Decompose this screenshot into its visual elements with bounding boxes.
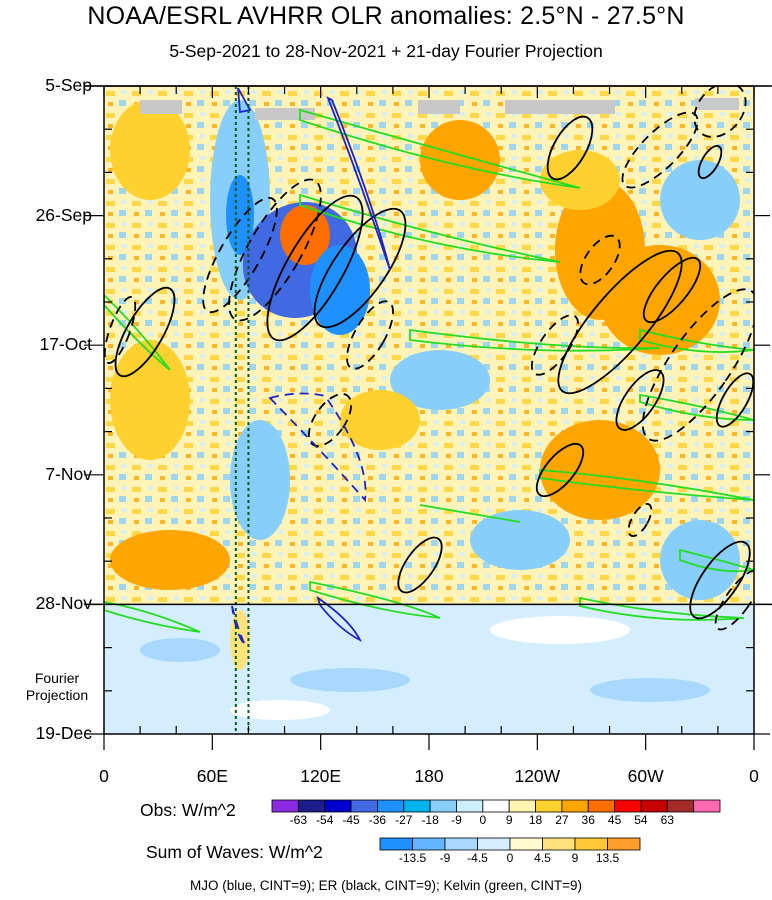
colorbar-tick-label: 18 xyxy=(528,813,543,827)
y-tick-label: 5-Sep xyxy=(45,75,92,95)
colorbar-tick-label: 0 xyxy=(506,851,514,865)
fp-line-2: Projection xyxy=(25,687,89,703)
colorbar-swatch xyxy=(587,799,615,813)
colorbar-swatch xyxy=(640,799,668,813)
colorbar-swatch xyxy=(297,799,326,813)
x-tick-label: 60W xyxy=(627,766,664,786)
colorbar-swatch xyxy=(477,837,511,851)
er-wave-contours-negative xyxy=(104,86,754,631)
colorbar-swatch xyxy=(535,799,563,813)
chart-title: NOAA/ESRL AVHRR OLR anomalies: 2.5°N - 2… xyxy=(87,2,685,30)
colorbar-tick-label: -9 xyxy=(451,813,462,827)
colorbar-tick-label: 54 xyxy=(634,813,648,827)
obs-colorbar-title: Obs: W/m^2 xyxy=(140,800,236,820)
colorbar-tick-label: -18 xyxy=(421,813,439,827)
colorbar-tick-label: 63 xyxy=(660,813,674,827)
colorbar-swatch xyxy=(379,837,413,851)
x-tick-label: 180 xyxy=(414,766,444,786)
colorbar-tick-label: -45 xyxy=(342,813,360,827)
y-tick-label: 26-Sep xyxy=(35,204,92,225)
waves-colorbar xyxy=(379,837,641,851)
colorbar-tick-label: 0 xyxy=(479,813,487,827)
colorbar-swatch xyxy=(456,799,484,813)
colorbar-swatch xyxy=(666,799,695,813)
colorbar-swatch xyxy=(429,799,457,813)
projection-patches xyxy=(140,610,710,720)
colorbar-swatch xyxy=(482,799,510,813)
waves-colorbar-title: Sum of Waves: W/m^2 xyxy=(146,842,323,862)
colorbar-tick-label: 36 xyxy=(581,813,595,827)
colorbar-swatch xyxy=(444,837,478,851)
colorbar-tick-label: -27 xyxy=(395,813,413,827)
colorbar-swatch xyxy=(574,837,608,851)
colorbar-tick-label: -36 xyxy=(368,813,387,827)
colorbar-tick-label: 9 xyxy=(505,813,513,827)
mjo-wave-contours-negative xyxy=(231,392,367,646)
y-tick-label: 19-Dec xyxy=(35,723,92,743)
fourier-projection-label: Fourier Projection xyxy=(14,670,100,704)
colorbar-tick-label: -54 xyxy=(316,813,334,827)
colorbar-swatch xyxy=(412,837,446,851)
colorbar-swatch xyxy=(403,799,431,813)
colorbar-swatch xyxy=(542,837,576,851)
colorbar-swatch xyxy=(377,799,405,813)
colorbar-swatch xyxy=(509,837,543,851)
colorbar-swatch xyxy=(561,799,589,813)
x-tick-label: 120W xyxy=(514,766,561,786)
projection-field xyxy=(104,604,754,734)
colorbar-swatch xyxy=(350,799,378,813)
x-tick-label: 60E xyxy=(196,766,228,786)
colorbar-swatch xyxy=(607,837,641,851)
chart-caption: MJO (blue, CINT=9); ER (black, CINT=9); … xyxy=(190,878,582,893)
kelvin-wave-contours xyxy=(104,108,754,633)
axis-ticks xyxy=(84,85,770,750)
colorbar-swatch xyxy=(324,799,352,813)
fp-line-1: Fourier xyxy=(34,670,80,686)
colorbar-tick-label: 13.5 xyxy=(595,851,620,865)
reference-lines xyxy=(234,86,250,734)
mjo-wave-contours xyxy=(237,87,391,643)
y-tick-label: 7-Nov xyxy=(45,463,92,484)
x-tick-label: 0 xyxy=(749,766,759,786)
colorbar-swatch xyxy=(271,799,299,813)
colorbar-tick-label: 4.5 xyxy=(534,851,551,865)
obs-colorbar xyxy=(271,799,721,813)
y-tick-label: 28-Nov xyxy=(35,593,92,614)
colorbar-tick-label: 9 xyxy=(571,851,579,865)
colorbar-tick-label: -63 xyxy=(289,813,308,827)
colorbar-tick-label: 27 xyxy=(555,813,569,827)
colorbar-tick-label: 45 xyxy=(607,813,622,827)
colorbar-tick-label: -4.5 xyxy=(467,851,488,865)
colorbar-tick-label: -9 xyxy=(439,851,451,865)
colorbar-swatch xyxy=(693,799,721,813)
colorbar-swatch xyxy=(614,799,642,813)
x-tick-label: 0 xyxy=(99,766,109,786)
colorbar-swatch xyxy=(508,799,536,813)
x-tick-label: 120E xyxy=(300,766,342,786)
chart-subtitle: 5-Sep-2021 to 28-Nov-2021 + 21-day Fouri… xyxy=(169,41,603,61)
colorbar-tick-label: -13.5 xyxy=(398,851,427,865)
y-tick-label: 17-Oct xyxy=(39,334,92,355)
